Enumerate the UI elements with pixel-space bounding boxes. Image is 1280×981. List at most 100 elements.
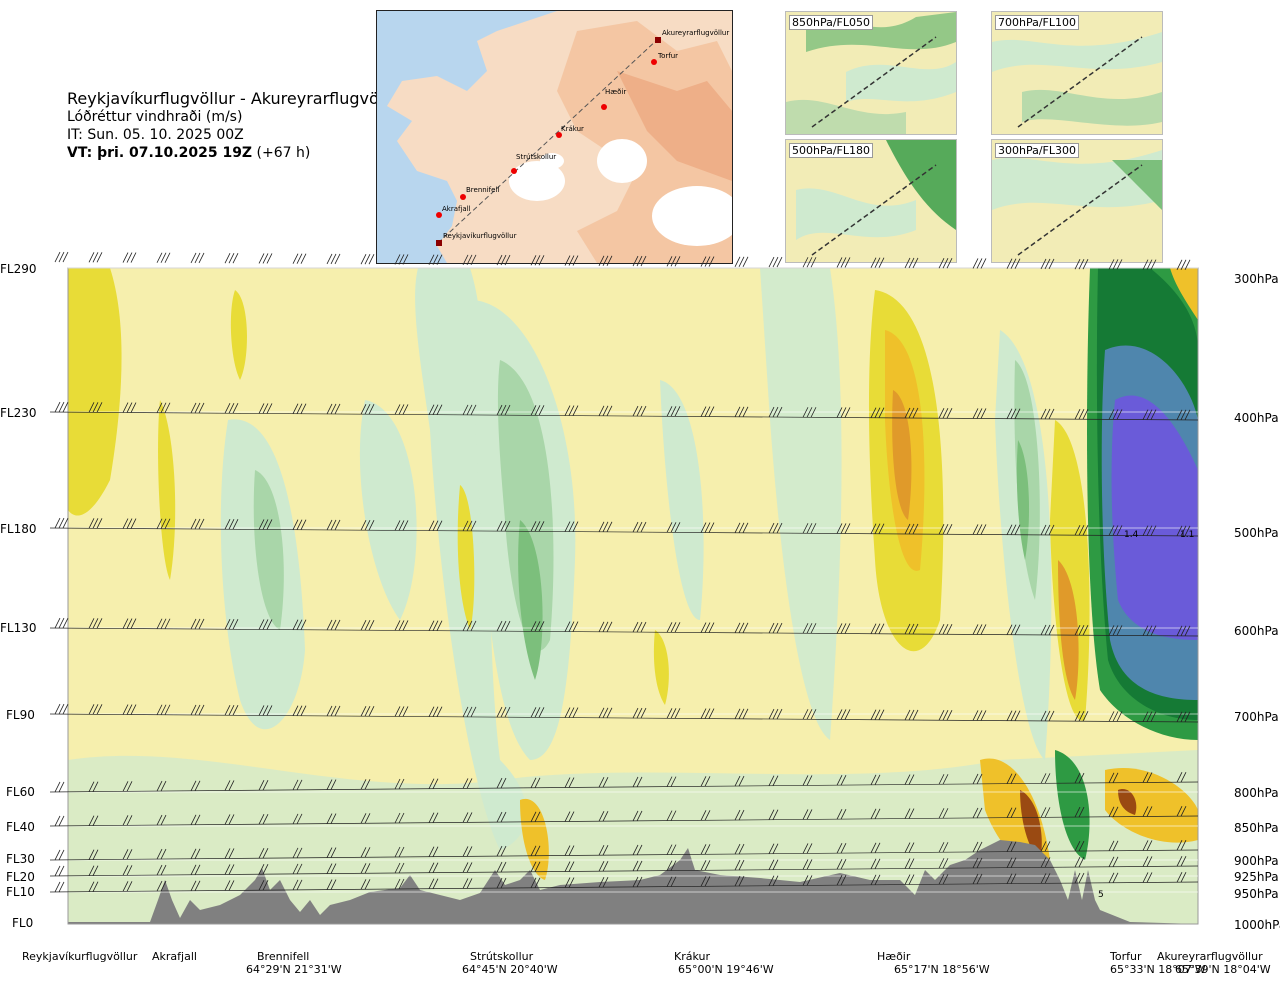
left-axis: FL290 FL230 FL180 FL130 FL90 FL60 FL40 F…	[0, 262, 37, 930]
wind-barb	[1108, 772, 1119, 783]
wind-barb	[1176, 711, 1191, 723]
wind-barb	[938, 524, 953, 535]
wind-barb	[1108, 840, 1119, 851]
wind-barb	[224, 848, 235, 859]
wind-barb	[190, 880, 201, 891]
wind-barb	[88, 881, 99, 892]
wind-barb	[462, 520, 477, 532]
wind-barb	[802, 709, 817, 720]
wind-barb	[972, 524, 987, 535]
wind-barb	[360, 879, 371, 890]
wind-barb	[938, 258, 953, 269]
wind-barb	[1040, 624, 1055, 636]
wind-barb	[54, 849, 65, 861]
wind-barb	[666, 776, 677, 787]
wind-barb	[802, 257, 817, 268]
wind-barb	[836, 623, 851, 634]
wp-name-krakur: Krákur	[674, 950, 710, 963]
wind-barb	[190, 518, 205, 530]
field-downdraft-a2	[253, 470, 284, 630]
map-label-torfur: Torfur	[657, 52, 678, 60]
wind-barb	[530, 707, 545, 718]
wind-barb	[1176, 409, 1191, 421]
wind-barb	[88, 402, 103, 413]
wind-barb	[904, 623, 919, 635]
map-label-akrafjall: Akrafjall	[442, 205, 471, 213]
wind-barb	[904, 858, 915, 869]
wind-barb	[632, 860, 643, 872]
level-lines	[68, 267, 1198, 893]
wind-barb	[428, 620, 443, 631]
wind-barb	[904, 407, 919, 419]
wind-barb	[88, 252, 103, 263]
field-downdraft-d3	[518, 520, 543, 680]
wind-barb	[190, 402, 205, 414]
wind-barb	[156, 704, 171, 715]
wind-barb	[326, 813, 337, 824]
wind-barb	[258, 519, 273, 530]
wind-barb	[938, 874, 949, 885]
wind-barb	[564, 621, 579, 632]
wind-barb	[870, 774, 881, 786]
map-marker-haedir	[601, 104, 607, 110]
contour-label-1: 1.4	[1124, 530, 1139, 540]
wind-barb	[700, 810, 711, 821]
waypoint-axis: Reykjavíkurflugvöllur Akrafjall Brennife…	[22, 950, 1271, 976]
wind-barb	[700, 406, 715, 417]
wind-barb	[292, 705, 307, 716]
wind-barb	[88, 518, 103, 529]
wind-barb	[122, 815, 133, 826]
wind-barb	[462, 812, 473, 823]
wind-barb-staff-line	[49, 865, 1199, 877]
wind-barb	[598, 811, 609, 822]
wind-barb	[428, 846, 439, 857]
mini-map-300-label: 300hPa/FL300	[995, 143, 1080, 158]
wind-barb	[530, 405, 545, 416]
wind-barb	[224, 619, 239, 630]
wind-barb	[292, 779, 303, 791]
wind-barb	[292, 403, 307, 414]
wind-barb	[360, 253, 375, 265]
wind-barb	[54, 617, 69, 629]
wind-barb	[122, 518, 137, 529]
wind-barb	[836, 808, 847, 820]
map-marker-torfur	[651, 59, 657, 65]
p-label-950: 950hPa	[1234, 887, 1279, 901]
mini-map-700-label: 700hPa/FL100	[995, 15, 1080, 30]
wind-barb	[632, 255, 647, 267]
valid-time-bold: VT: þri. 07.10.2025 19Z	[67, 145, 253, 161]
wind-barb	[190, 848, 201, 859]
wind-barb	[1176, 772, 1187, 783]
mini-map-500: 500hPa/FL180	[785, 139, 957, 263]
wind-barb-staff-line	[49, 527, 1199, 537]
wp-coord-brennifell: 64°29'N 21°31'W	[246, 963, 342, 976]
fl-label-130: FL130	[0, 621, 37, 635]
fl-label-20: FL20	[6, 870, 35, 884]
wind-barb	[972, 773, 983, 785]
wind-barb	[700, 844, 711, 855]
wind-barb	[632, 776, 643, 788]
wind-barb	[292, 847, 303, 859]
wind-barb	[360, 847, 371, 858]
map-label-akureyri: Akureyrarflugvöllur	[662, 29, 729, 37]
wind-barb	[292, 813, 303, 825]
p-label-300: 300hPa	[1234, 272, 1279, 286]
wind-barb	[632, 621, 647, 633]
wind-barb	[1074, 710, 1089, 722]
wind-barb	[802, 523, 817, 534]
wind-barb	[394, 846, 405, 858]
wind-barb	[394, 520, 409, 531]
wind-barb	[224, 880, 235, 891]
wind-barb	[564, 877, 575, 888]
wind-barb	[734, 859, 745, 871]
mini-map-850: 850hPa/FL050	[785, 11, 957, 135]
wind-barb	[870, 407, 885, 418]
wind-barb	[564, 811, 575, 822]
wind-barb	[1006, 524, 1021, 535]
wind-barb	[496, 811, 507, 823]
wind-barb	[496, 254, 511, 266]
wind-barb	[1074, 856, 1085, 868]
contour-label-2: 1.1	[1180, 530, 1194, 540]
fl-label-60: FL60	[6, 785, 35, 799]
wind-barb	[564, 521, 579, 532]
